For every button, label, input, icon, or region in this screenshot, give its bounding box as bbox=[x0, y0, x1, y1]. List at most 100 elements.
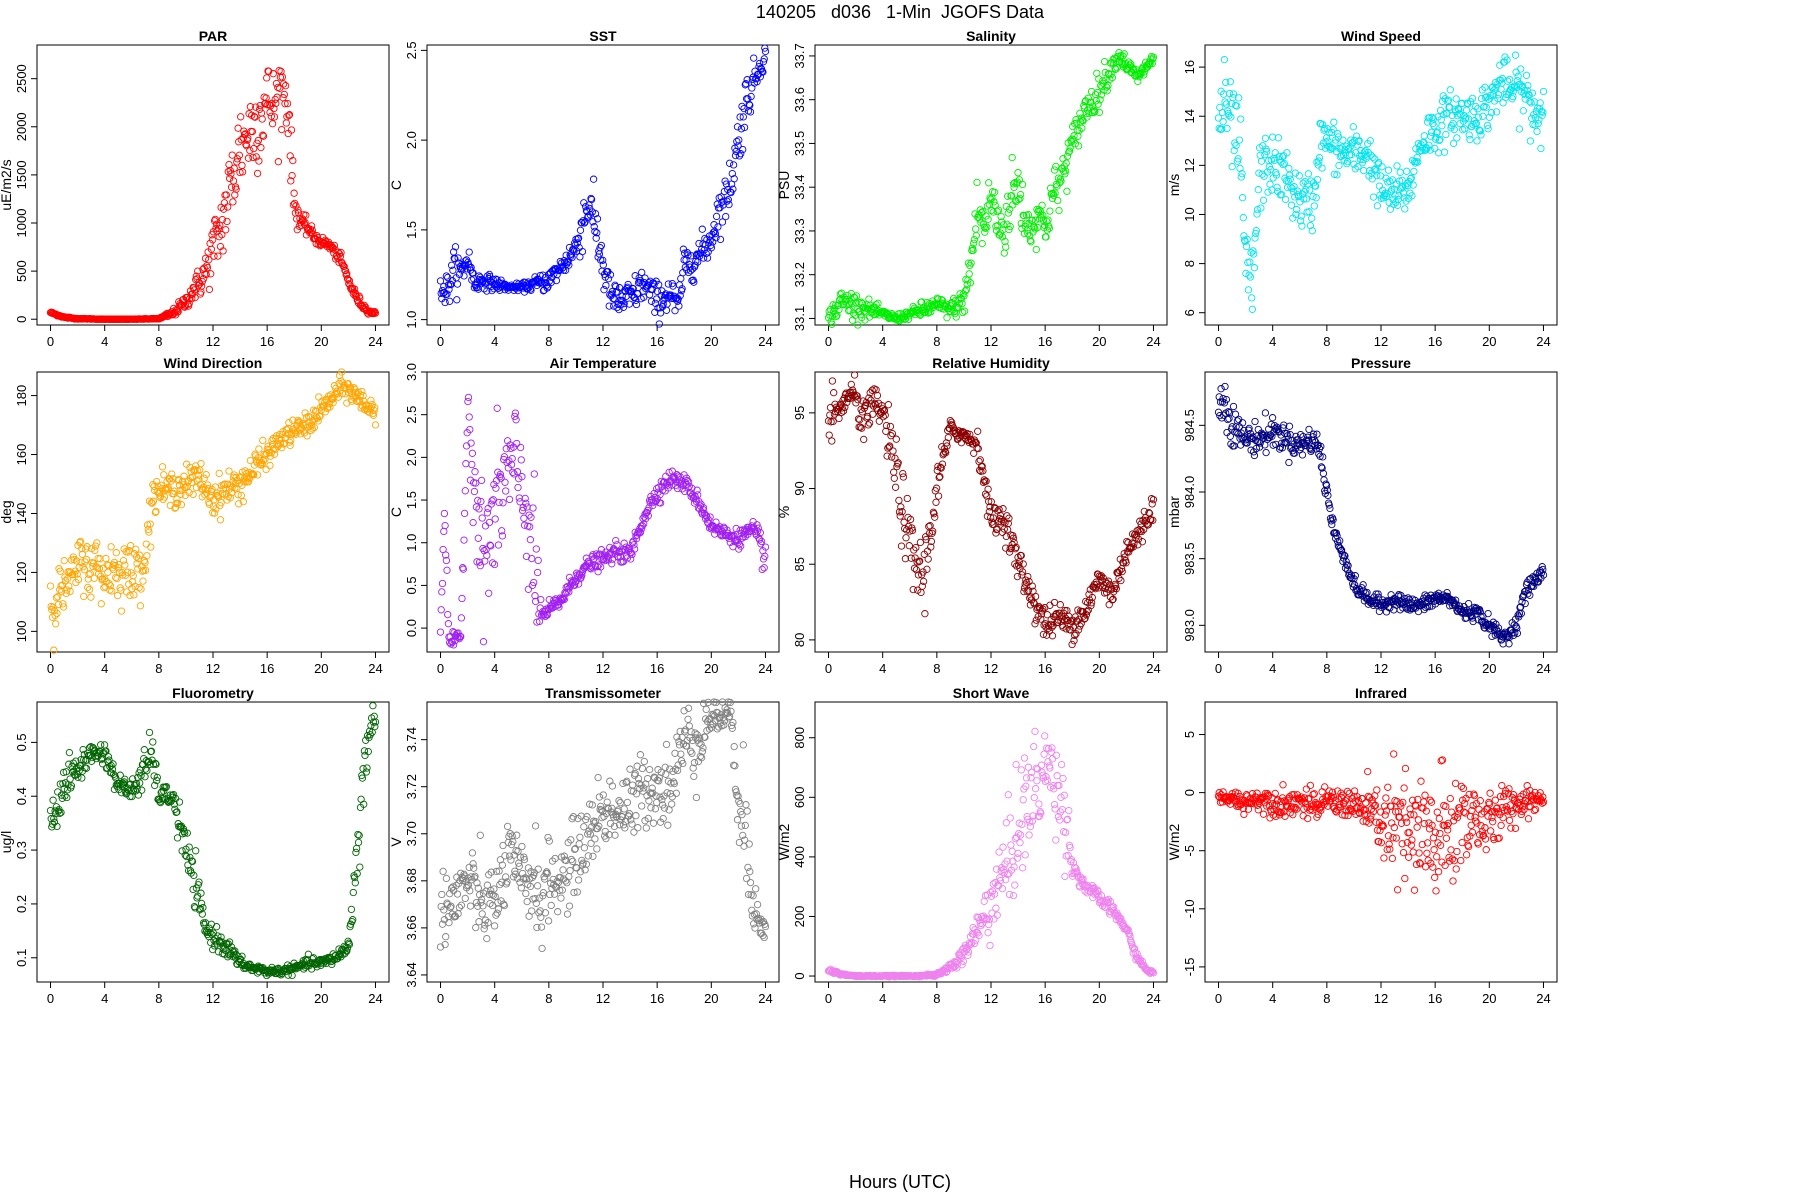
data-point bbox=[197, 459, 205, 468]
data-point bbox=[188, 295, 196, 303]
data-point bbox=[224, 168, 232, 176]
data-point bbox=[641, 274, 649, 282]
data-point bbox=[191, 293, 199, 302]
data-point bbox=[151, 781, 159, 790]
data-point bbox=[1222, 100, 1231, 108]
data-point bbox=[1250, 250, 1258, 258]
data-point bbox=[201, 254, 210, 263]
data-point bbox=[1001, 237, 1009, 246]
data-point bbox=[214, 252, 222, 260]
data-point bbox=[899, 469, 907, 478]
data-point bbox=[444, 610, 452, 619]
data-point bbox=[292, 202, 300, 210]
data-point bbox=[235, 500, 243, 508]
data-point bbox=[228, 947, 236, 955]
data-point bbox=[251, 113, 259, 121]
data-point bbox=[446, 638, 454, 647]
data-point bbox=[56, 780, 64, 788]
panel-title: PAR bbox=[199, 28, 228, 44]
data-point bbox=[1305, 208, 1313, 216]
data-point bbox=[82, 764, 91, 772]
data-point bbox=[461, 894, 469, 903]
data-point bbox=[205, 500, 214, 508]
data-point bbox=[97, 572, 105, 581]
data-point bbox=[975, 215, 984, 223]
data-point bbox=[66, 587, 74, 596]
data-point bbox=[190, 467, 199, 475]
data-point bbox=[308, 226, 316, 234]
data-point bbox=[485, 589, 493, 597]
data-point bbox=[1285, 164, 1293, 173]
data-point bbox=[1272, 171, 1281, 179]
data-point bbox=[1087, 98, 1095, 106]
data-point bbox=[1043, 226, 1051, 234]
y-tick-label: 0.1 bbox=[14, 949, 29, 967]
data-point bbox=[483, 287, 491, 295]
data-point bbox=[1261, 409, 1270, 417]
data-point bbox=[990, 198, 998, 206]
data-point bbox=[481, 916, 490, 924]
data-point bbox=[134, 791, 143, 799]
data-point bbox=[1335, 161, 1343, 170]
data-point bbox=[160, 471, 168, 479]
data-point bbox=[738, 102, 746, 111]
data-point bbox=[1028, 582, 1036, 590]
data-point bbox=[107, 543, 115, 551]
y-tick-label: 0.3 bbox=[14, 841, 29, 859]
data-point bbox=[499, 499, 507, 507]
data-point bbox=[299, 427, 307, 435]
data-point bbox=[195, 878, 203, 886]
data-point bbox=[225, 467, 233, 475]
data-point bbox=[1364, 148, 1372, 157]
data-point bbox=[963, 280, 971, 289]
data-point bbox=[126, 591, 134, 600]
data-point bbox=[1012, 543, 1020, 551]
data-point bbox=[852, 292, 861, 300]
data-point bbox=[75, 767, 83, 775]
data-point bbox=[1324, 491, 1332, 500]
data-point bbox=[1007, 191, 1016, 200]
data-point bbox=[141, 566, 150, 574]
data-point bbox=[958, 299, 966, 308]
data-point bbox=[1280, 159, 1288, 168]
data-point bbox=[100, 741, 109, 749]
data-point bbox=[192, 272, 201, 280]
data-point bbox=[287, 126, 296, 134]
data-point bbox=[1011, 196, 1020, 204]
data-point bbox=[574, 234, 583, 242]
data-point bbox=[217, 499, 225, 507]
data-point bbox=[947, 308, 955, 316]
data-point bbox=[605, 302, 613, 310]
data-point bbox=[593, 229, 601, 237]
data-point bbox=[1539, 571, 1548, 579]
x-tick-label: 0 bbox=[47, 661, 54, 676]
y-tick-label: 6 bbox=[1182, 309, 1197, 316]
data-point bbox=[972, 225, 980, 233]
data-point bbox=[557, 894, 565, 902]
data-point bbox=[135, 583, 143, 592]
data-point bbox=[924, 555, 932, 563]
data-point bbox=[136, 602, 145, 610]
data-point bbox=[735, 136, 743, 144]
y-tick-label: 3.70 bbox=[404, 821, 419, 846]
data-point bbox=[700, 246, 708, 254]
x-tick-label: 0 bbox=[437, 661, 444, 676]
data-point bbox=[1250, 451, 1259, 460]
data-point bbox=[512, 416, 520, 424]
x-tick-label: 8 bbox=[155, 991, 162, 1006]
data-point bbox=[1238, 170, 1246, 178]
data-point bbox=[274, 158, 283, 166]
data-point bbox=[1018, 568, 1027, 576]
data-point bbox=[564, 585, 572, 593]
data-point bbox=[1306, 221, 1315, 230]
data-point bbox=[1388, 186, 1396, 194]
data-point bbox=[829, 417, 837, 426]
data-point bbox=[155, 488, 163, 497]
data-point bbox=[733, 137, 741, 146]
data-point bbox=[1011, 545, 1020, 553]
data-point bbox=[547, 901, 555, 910]
data-point bbox=[760, 564, 768, 572]
data-point bbox=[1438, 122, 1446, 130]
x-tick-label: 4 bbox=[1269, 334, 1276, 349]
